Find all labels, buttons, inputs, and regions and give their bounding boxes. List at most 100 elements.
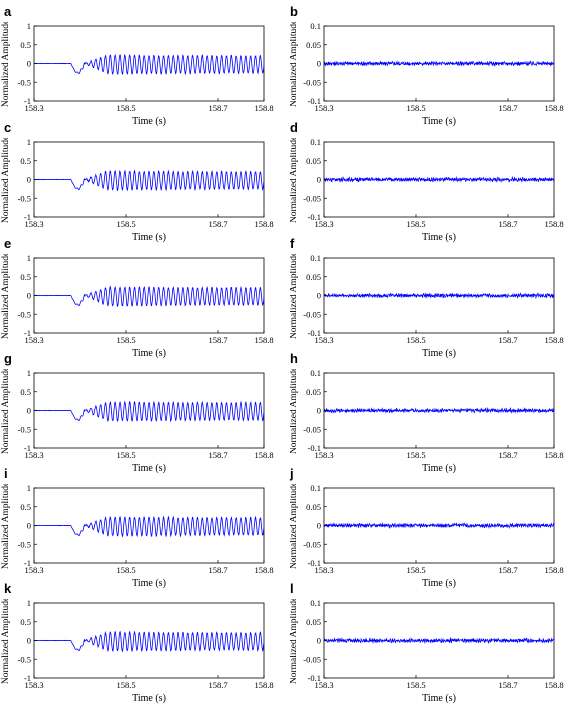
y-tick-label: 0.1	[310, 484, 321, 493]
x-tick-label: 158.8	[544, 565, 563, 575]
y-axis-label: Normalized Amplitude	[1, 254, 11, 339]
figure: a 158.3 158.5 158.7 158.8 1 0.5 0 -0.5 -1 Time (s)…	[1, 4, 564, 704]
y-tick-label: 0	[317, 291, 321, 301]
y-tick-label: 0.5	[20, 502, 31, 512]
x-tick-label: 158.8	[254, 680, 273, 690]
y-axis-label: Normalized Amplitude	[1, 484, 11, 569]
y-tick-label: 1	[27, 369, 31, 378]
y-tick-label: -0.05	[303, 77, 321, 87]
panel-letter-d: d	[290, 120, 298, 135]
x-tick-label: 158.3	[24, 565, 43, 575]
y-axis-label: Normalized Amplitude	[1, 138, 11, 223]
y-tick-label: 0.05	[306, 40, 321, 50]
y-tick-label: 1	[27, 599, 31, 608]
panel-letter-f: f	[290, 236, 295, 251]
signal-line	[33, 515, 265, 538]
y-tick-label: 0.1	[310, 22, 321, 31]
y-tick-label: -1	[24, 443, 31, 453]
panel-letter-j: j	[290, 466, 294, 481]
y-tick-label: 0	[317, 636, 321, 646]
y-tick-label: 0	[27, 291, 31, 301]
chart-panel-c: 158.3 158.5 158.7 158.8 1 0.5 0 -0.5 -1 Time (s) N…	[1, 138, 274, 243]
x-tick-label: 158.7	[208, 103, 227, 113]
y-tick-label: 0	[27, 521, 31, 531]
x-tick-label: 158.7	[208, 565, 227, 575]
y-tick-label: -0.05	[303, 193, 321, 203]
y-axis-label: Normalized Amplitude	[290, 254, 299, 339]
x-axis-label: Time (s)	[132, 116, 166, 127]
x-tick-label: 158.7	[498, 335, 517, 345]
y-tick-label: -0.5	[18, 309, 31, 319]
y-tick-label: -0.5	[18, 539, 31, 549]
y-tick-label: 0	[27, 406, 31, 416]
y-tick-label: 0.5	[20, 617, 31, 627]
x-tick-label: 158.5	[406, 335, 425, 345]
y-tick-label: 0.05	[306, 617, 321, 627]
y-tick-label: -0.1	[308, 96, 321, 106]
y-tick-label: -1	[24, 328, 31, 338]
x-tick-label: 158.7	[498, 450, 517, 460]
y-tick-label: -1	[24, 212, 31, 222]
y-tick-label: -1	[24, 96, 31, 106]
panel-letter-b: b	[290, 4, 298, 19]
x-tick-label: 158.5	[406, 565, 425, 575]
signal-line	[323, 636, 555, 645]
y-tick-label: 0	[317, 59, 321, 69]
y-tick-label: -0.05	[303, 654, 321, 664]
x-tick-label: 158.7	[208, 680, 227, 690]
x-axis-label: Time (s)	[132, 463, 166, 474]
y-tick-label: 0	[27, 175, 31, 185]
signal-line	[323, 406, 555, 414]
x-tick-label: 158.3	[314, 680, 333, 690]
chart-panel-h: 158.3 158.5 158.7 158.8 0.1 0.05 0 -0.05 -0.1 Tim…	[290, 369, 564, 474]
x-tick-label: 158.3	[314, 450, 333, 460]
y-axis-label: Normalized Amplitude	[1, 22, 11, 107]
chart-panel-k: 158.3 158.5 158.7 158.8 1 0.5 0 -0.5 -1 Time (s) N…	[1, 599, 274, 704]
chart-panel-e: 158.3 158.5 158.7 158.8 1 0.5 0 -0.5 -1 Time (s) N…	[1, 254, 274, 359]
x-tick-label: 158.7	[208, 219, 227, 229]
x-tick-label: 158.5	[116, 565, 135, 575]
y-tick-label: 0	[27, 636, 31, 646]
y-tick-label: -0.05	[303, 424, 321, 434]
chart-panel-a: 158.3 158.5 158.7 158.8 1 0.5 0 -0.5 -1 Time (s) N…	[1, 22, 274, 127]
y-tick-label: 1	[27, 484, 31, 493]
x-tick-label: 158.3	[314, 335, 333, 345]
panel-letter-i: i	[4, 466, 8, 481]
x-tick-label: 158.3	[24, 680, 43, 690]
x-tick-label: 158.3	[24, 335, 43, 345]
x-tick-label: 158.3	[24, 219, 43, 229]
signal-line	[323, 522, 555, 530]
x-axis-label: Time (s)	[422, 463, 456, 474]
x-axis-label: Time (s)	[422, 348, 456, 359]
panel-letter-a: a	[4, 4, 12, 19]
x-tick-label: 158.8	[254, 219, 273, 229]
x-tick-label: 158.5	[406, 103, 425, 113]
y-axis-label: Normalized Amplitude	[1, 369, 11, 454]
y-tick-label: -0.1	[308, 328, 321, 338]
x-tick-label: 158.3	[24, 450, 43, 460]
x-tick-label: 158.8	[544, 219, 563, 229]
x-tick-label: 158.7	[498, 103, 517, 113]
x-tick-label: 158.5	[116, 680, 135, 690]
x-tick-label: 158.5	[116, 450, 135, 460]
signal-line	[33, 169, 265, 192]
y-tick-label: 0	[317, 406, 321, 416]
y-tick-label: 0.05	[306, 387, 321, 397]
y-tick-label: -0.05	[303, 309, 321, 319]
y-tick-label: 1	[27, 254, 31, 263]
y-tick-label: 0	[317, 175, 321, 185]
panel-letter-k: k	[4, 581, 12, 596]
y-axis-label: Normalized Amplitude	[290, 599, 299, 684]
y-axis-label: Normalized Amplitude	[290, 369, 299, 454]
y-tick-label: 0.5	[20, 156, 31, 166]
x-tick-label: 158.7	[498, 219, 517, 229]
y-tick-label: -0.1	[308, 558, 321, 568]
y-tick-label: 0.1	[310, 599, 321, 608]
x-tick-label: 158.7	[498, 680, 517, 690]
x-tick-label: 158.8	[544, 103, 563, 113]
signal-line	[323, 292, 555, 300]
y-tick-label: 0.1	[310, 138, 321, 147]
y-tick-label: -0.1	[308, 673, 321, 683]
y-tick-label: -0.5	[18, 193, 31, 203]
x-axis-label: Time (s)	[422, 578, 456, 589]
